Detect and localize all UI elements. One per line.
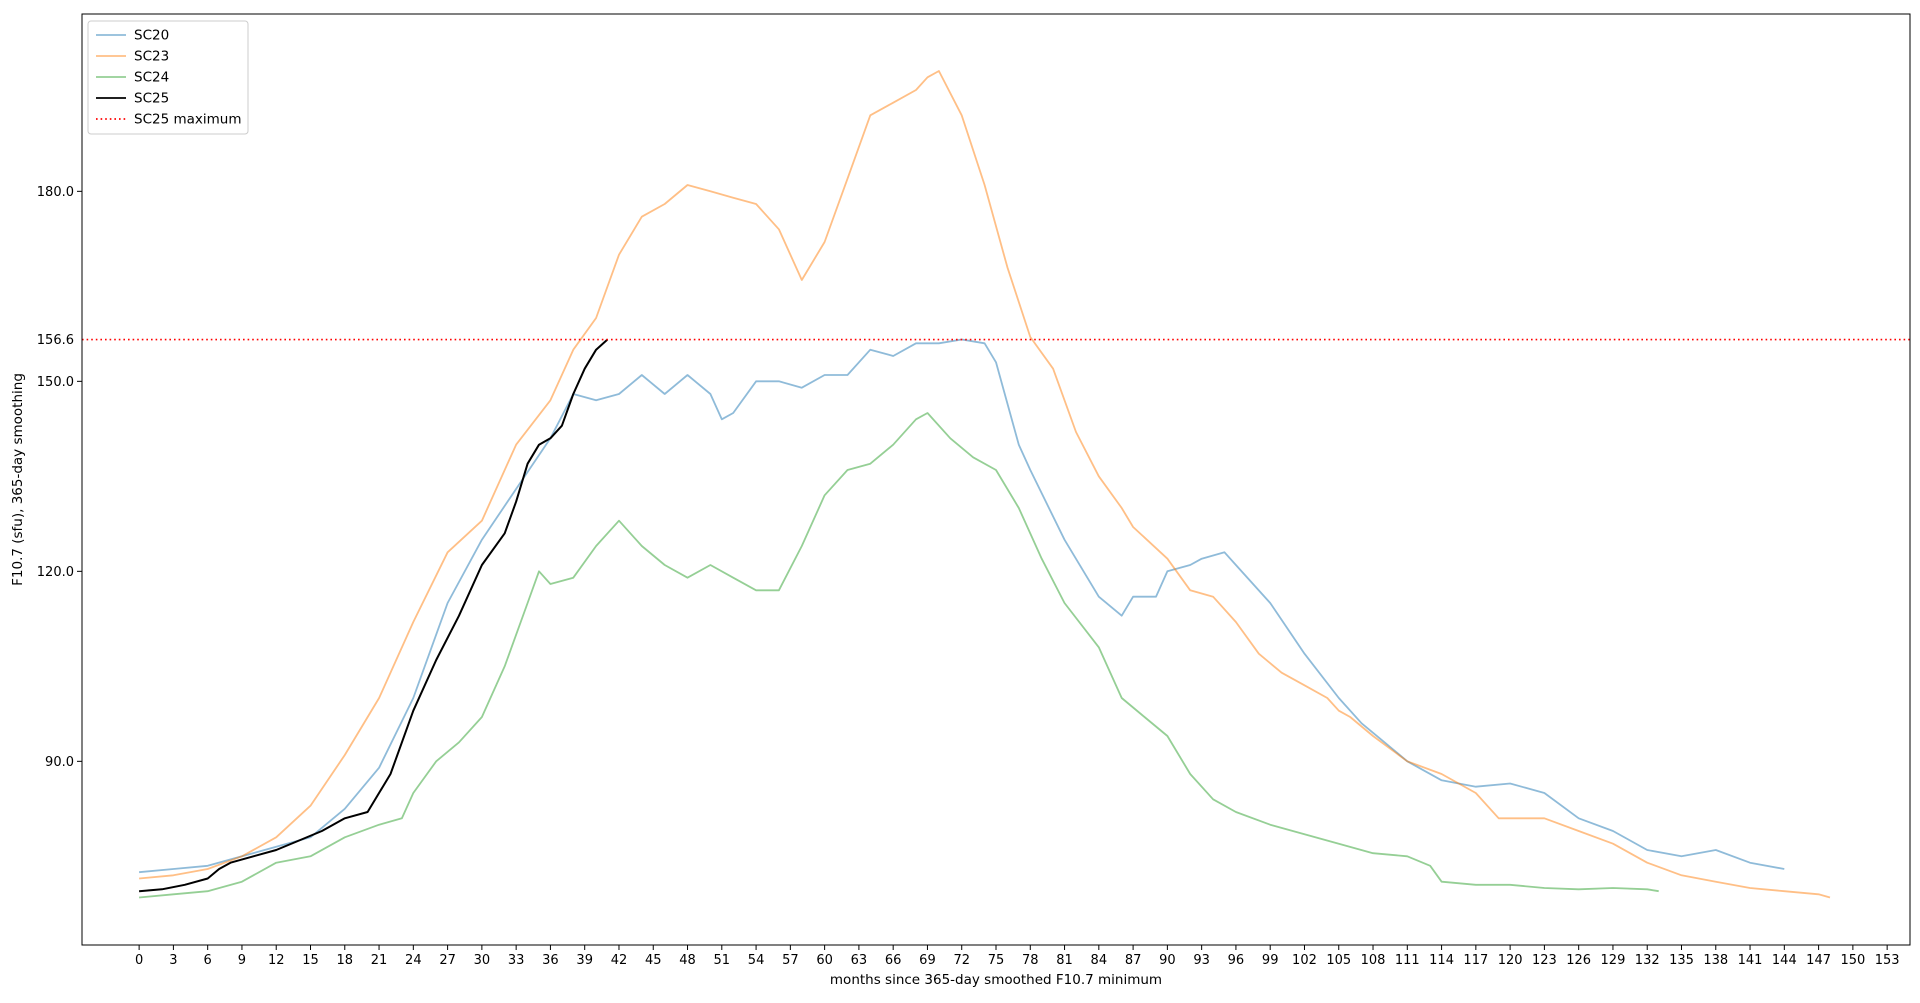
- series-line-sc25: [139, 338, 609, 893]
- x-tick-label: 39: [576, 953, 593, 968]
- x-axis-ticks: 0 3 6 9 12 15 18 21 24 27 30 33 36 39 42 45 48 51 54 57 60 63…: [135, 945, 1900, 968]
- x-tick-label: 30: [474, 953, 491, 968]
- x-tick-label: 75: [988, 953, 1005, 968]
- x-tick-label: 48: [679, 953, 696, 968]
- x-tick-label: 99: [1262, 953, 1279, 968]
- x-tick-label: 18: [337, 953, 354, 968]
- x-tick-label: 69: [919, 953, 936, 968]
- x-tick-label: 150: [1840, 953, 1865, 968]
- x-tick-label: 96: [1228, 953, 1245, 968]
- x-tick-label: 72: [953, 953, 970, 968]
- x-tick-label: 132: [1635, 953, 1660, 968]
- x-tick-label: 135: [1669, 953, 1694, 968]
- x-tick-label: 57: [782, 953, 799, 968]
- y-axis-label: F10.7 (sfu), 365-day smoothing: [10, 373, 26, 586]
- x-tick-label: 33: [508, 953, 525, 968]
- x-tick-label: 141: [1738, 953, 1763, 968]
- x-tick-label: 114: [1429, 953, 1454, 968]
- x-tick-label: 24: [405, 953, 422, 968]
- series-line-sc20: [139, 338, 1785, 874]
- x-tick-label: 15: [302, 953, 319, 968]
- x-tick-label: 78: [1022, 953, 1039, 968]
- x-axis-label: months since 365-day smoothed F10.7 mini…: [830, 972, 1162, 988]
- x-tick-label: 120: [1498, 953, 1523, 968]
- x-tick-label: 81: [1056, 953, 1073, 968]
- plot-frame: [81, 13, 1911, 946]
- x-tick-label: 93: [1193, 953, 1210, 968]
- legend-label: SC25: [134, 91, 169, 107]
- x-tick-label: 147: [1806, 953, 1831, 968]
- x-tick-label: 123: [1532, 953, 1557, 968]
- legend: SC20 SC23 SC24 SC25 SC25 maximum: [87, 20, 249, 135]
- y-tick-label: 90.0: [45, 755, 74, 770]
- x-tick-label: 27: [439, 953, 456, 968]
- x-tick-label: 54: [748, 953, 765, 968]
- x-tick-label: 12: [268, 953, 285, 968]
- x-tick-label: 138: [1703, 953, 1728, 968]
- legend-label: SC20: [134, 28, 169, 44]
- x-tick-label: 117: [1463, 953, 1488, 968]
- y-tick-label: 120.0: [37, 565, 74, 580]
- x-tick-label: 66: [885, 953, 902, 968]
- x-tick-label: 111: [1395, 953, 1420, 968]
- x-tick-label: 144: [1772, 953, 1797, 968]
- x-tick-label: 0: [135, 953, 143, 968]
- x-tick-label: 105: [1326, 953, 1351, 968]
- x-tick-label: 63: [851, 953, 868, 968]
- legend-label: SC24: [134, 70, 169, 86]
- x-tick-label: 3: [169, 953, 177, 968]
- x-tick-label: 84: [1091, 953, 1108, 968]
- series-line-sc23: [139, 70, 1831, 899]
- x-tick-label: 153: [1875, 953, 1900, 968]
- x-tick-label: 51: [714, 953, 731, 968]
- x-tick-label: 102: [1292, 953, 1317, 968]
- x-tick-label: 90: [1159, 953, 1176, 968]
- x-tick-label: 87: [1125, 953, 1142, 968]
- plot-marks: [82, 70, 1910, 899]
- x-tick-label: 126: [1566, 953, 1591, 968]
- x-tick-label: 9: [238, 953, 246, 968]
- hline-label: 156.6: [37, 333, 74, 348]
- x-tick-label: 129: [1601, 953, 1626, 968]
- legend-box: [87, 20, 249, 135]
- y-tick-label: 150.0: [37, 375, 74, 390]
- y-axis-ticks: 90.0 120.0 150.0 180.0: [37, 185, 82, 770]
- legend-label: SC25 maximum: [134, 112, 242, 128]
- x-tick-label: 45: [645, 953, 662, 968]
- x-tick-label: 6: [204, 953, 212, 968]
- x-tick-label: 60: [816, 953, 833, 968]
- x-tick-label: 42: [611, 953, 628, 968]
- x-tick-label: 108: [1361, 953, 1386, 968]
- series-line-sc24: [139, 412, 1659, 899]
- x-tick-label: 36: [542, 953, 559, 968]
- y-tick-label: 180.0: [37, 185, 74, 200]
- x-tick-label: 21: [371, 953, 388, 968]
- legend-label: SC23: [134, 49, 169, 65]
